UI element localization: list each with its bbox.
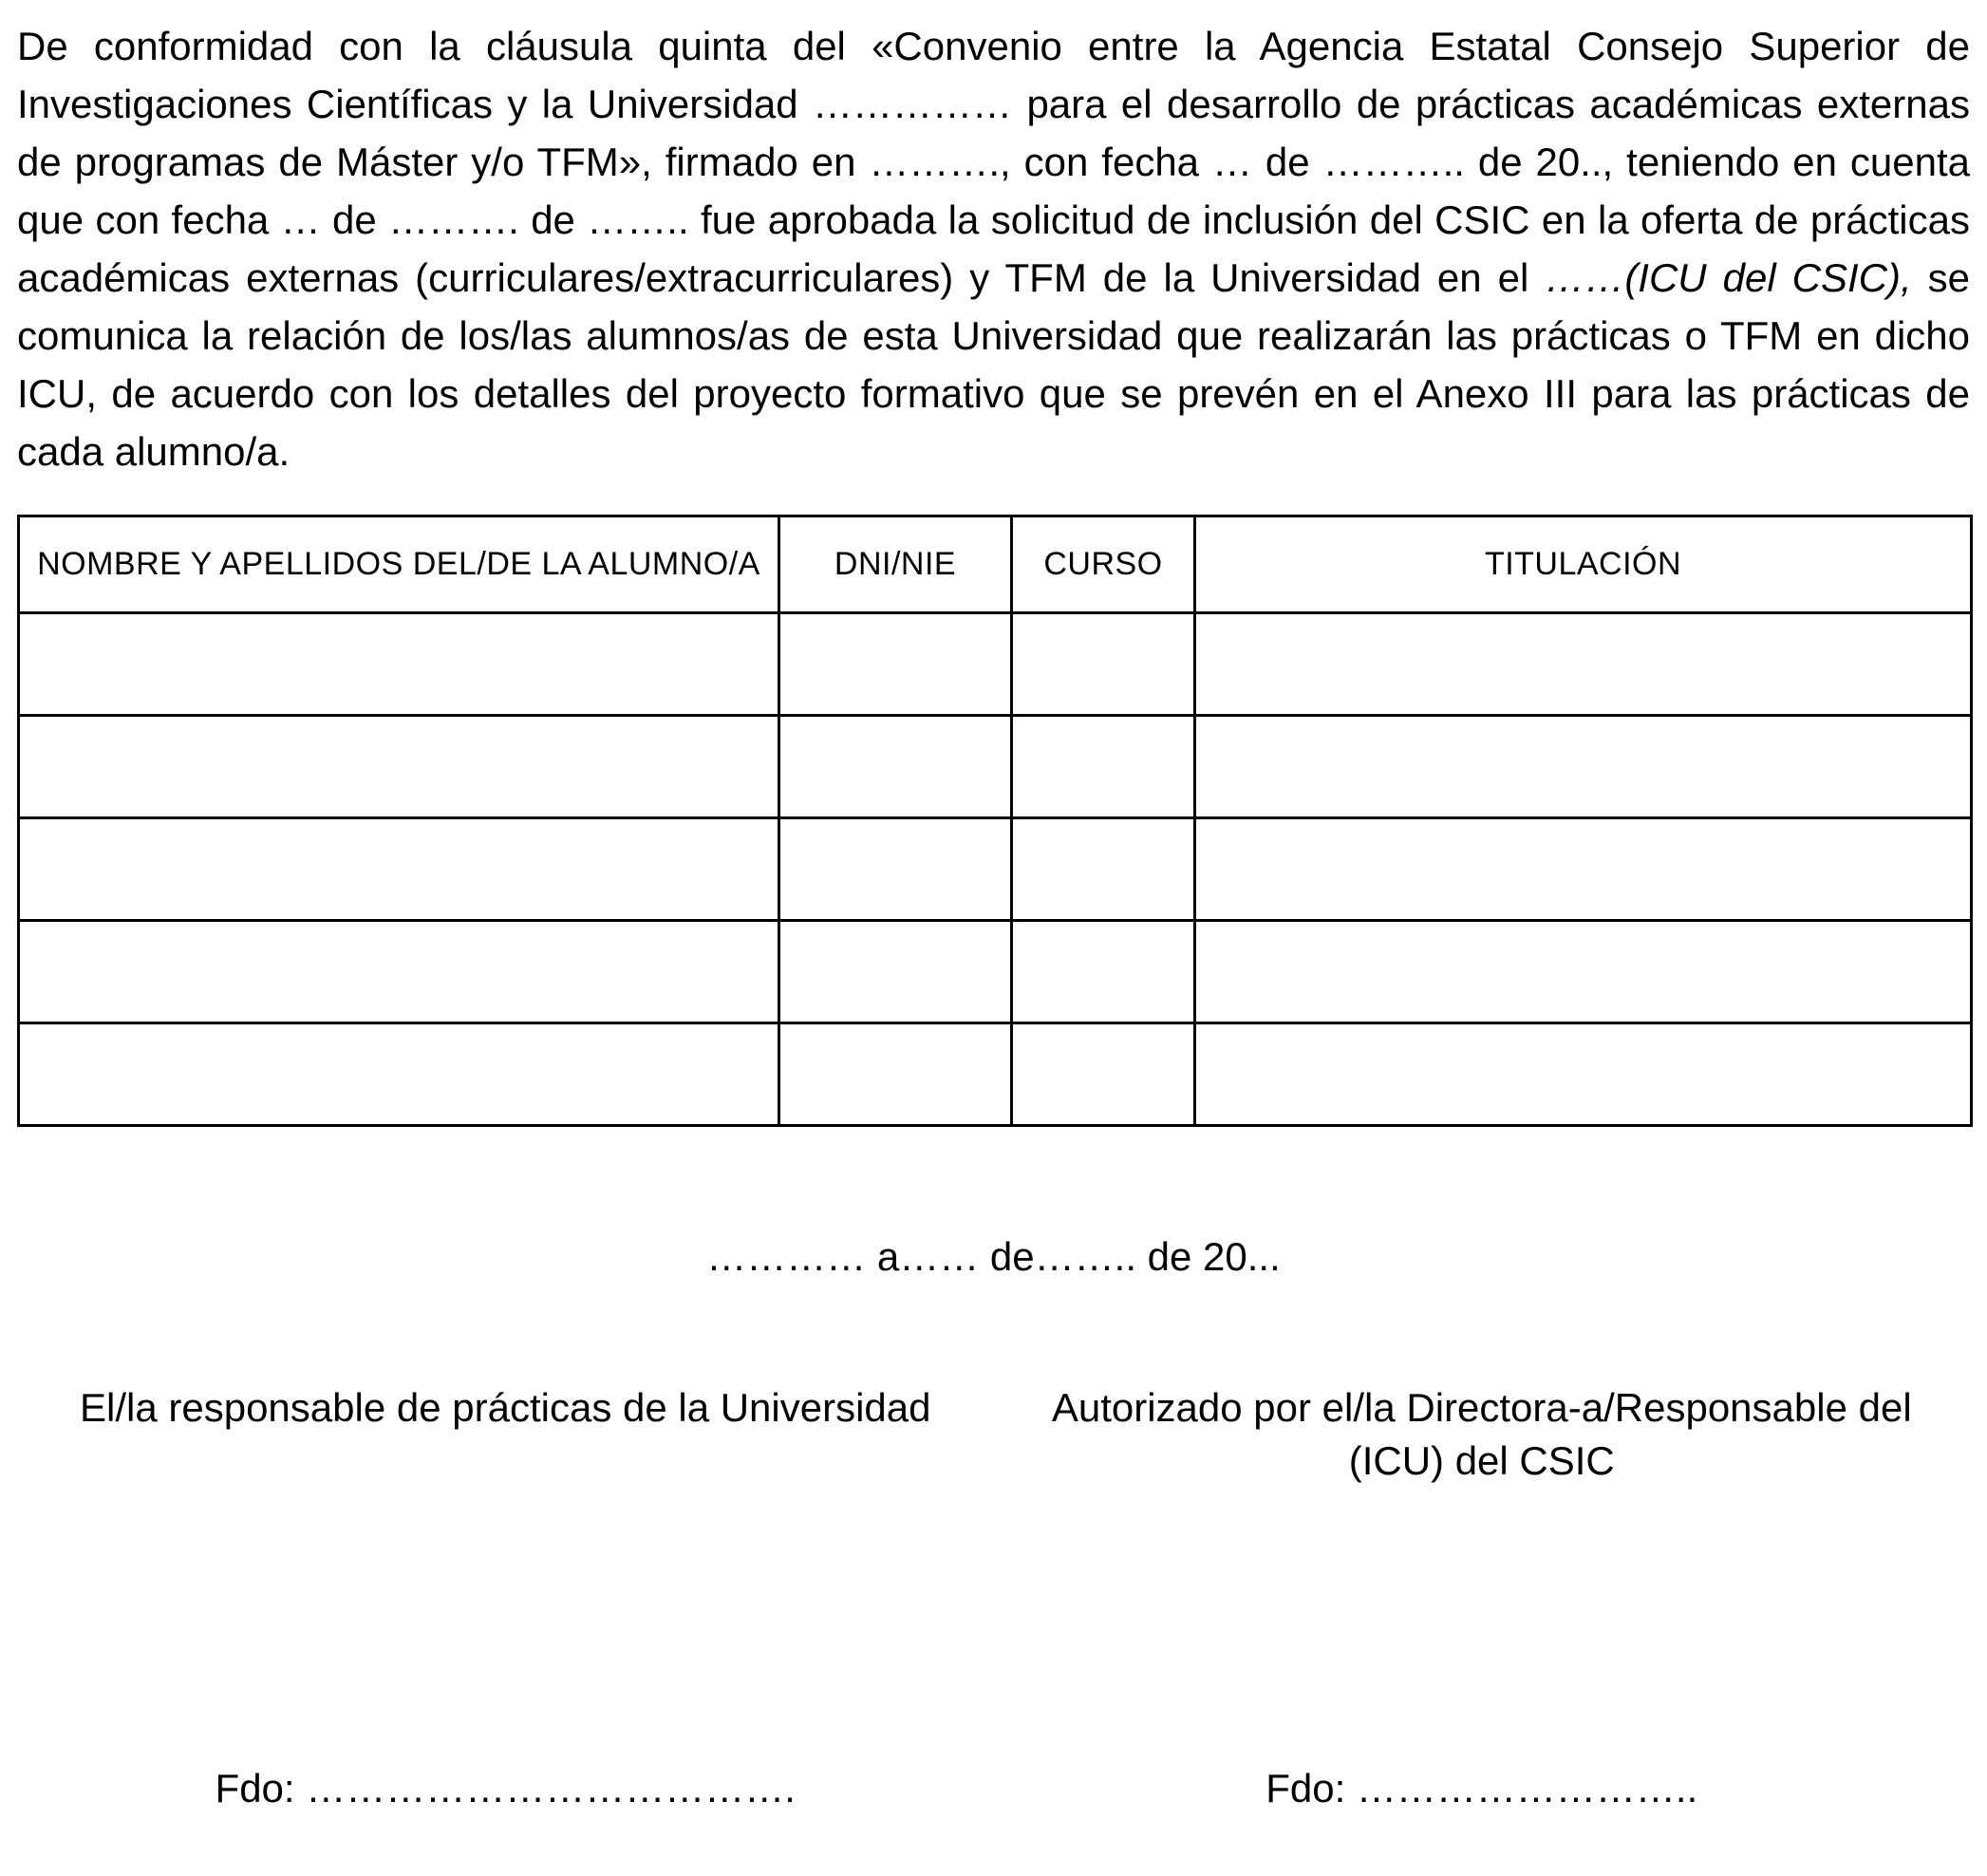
empty-cell-titulacion[interactable] — [1193, 714, 1973, 819]
col-header-nombre-apellidos: NOMBRE Y APELLIDOS DEL/DE LA ALUMNO/A — [17, 515, 780, 614]
signature-right-title-line2: (ICU) del CSIC — [1348, 1438, 1615, 1483]
empty-cell-curso[interactable] — [1010, 611, 1196, 717]
table-row — [17, 1022, 1973, 1127]
table-header-row: NOMBRE Y APELLIDOS DEL/DE LA ALUMNO/A DN… — [17, 515, 1973, 614]
table-row — [17, 816, 1973, 922]
empty-cell-dni[interactable] — [778, 816, 1013, 922]
empty-cell-curso[interactable] — [1010, 1022, 1196, 1127]
empty-cell-curso[interactable] — [1010, 919, 1196, 1024]
intro-text-italic: ……(ICU del CSIC), — [1545, 255, 1912, 300]
col-header-dni-nie: DNI/NIE — [778, 515, 1013, 614]
empty-cell-dni[interactable] — [778, 1022, 1013, 1127]
col-header-curso: CURSO — [1010, 515, 1196, 614]
empty-cell-nombre[interactable] — [17, 816, 780, 922]
students-table: NOMBRE Y APELLIDOS DEL/DE LA ALUMNO/A DN… — [17, 515, 1973, 1127]
col-header-titulacion: TITULACIÓN — [1193, 515, 1973, 614]
fdo-left-line: Fdo: ………………………………. — [215, 1766, 796, 1810]
table-row — [17, 611, 1973, 717]
empty-cell-nombre[interactable] — [17, 714, 780, 819]
empty-cell-curso[interactable] — [1010, 816, 1196, 922]
empty-cell-titulacion[interactable] — [1193, 611, 1973, 717]
signature-left-title: El/la responsable de prácticas de la Uni… — [80, 1385, 931, 1430]
intro-text-before: De conformidad con la cláusula quinta de… — [17, 24, 1970, 300]
empty-cell-nombre[interactable] — [17, 919, 780, 1024]
intro-text-after: se comunica la relación de los/las alumn… — [17, 255, 1971, 474]
signature-titles-row: El/la responsable de prácticas de la Uni… — [17, 1381, 1970, 1488]
empty-cell-dni[interactable] — [778, 714, 1013, 819]
signature-right-title-line1: Autorizado por el/la Directora-a/Respons… — [1051, 1385, 1912, 1430]
table-row — [17, 714, 1973, 819]
empty-cell-dni[interactable] — [778, 919, 1013, 1024]
intro-paragraph: De conformidad con la cláusula quinta de… — [17, 17, 1970, 480]
signature-fdo-row: Fdo: ………………………………. Fdo: …………………….. — [17, 1765, 1970, 1812]
empty-cell-curso[interactable] — [1010, 714, 1196, 819]
empty-cell-titulacion[interactable] — [1193, 1022, 1973, 1127]
signature-right-title: Autorizado por el/la Directora-a/Respons… — [994, 1381, 1971, 1488]
empty-cell-titulacion[interactable] — [1193, 816, 1973, 922]
fdo-right-line: Fdo: …………………….. — [1265, 1766, 1698, 1810]
empty-cell-titulacion[interactable] — [1193, 919, 1973, 1024]
empty-cell-dni[interactable] — [778, 611, 1013, 717]
date-line: ………… a…… de…….. de 20... — [706, 1234, 1281, 1279]
empty-cell-nombre[interactable] — [17, 1022, 780, 1127]
empty-cell-nombre[interactable] — [17, 611, 780, 717]
table-row — [17, 919, 1973, 1024]
